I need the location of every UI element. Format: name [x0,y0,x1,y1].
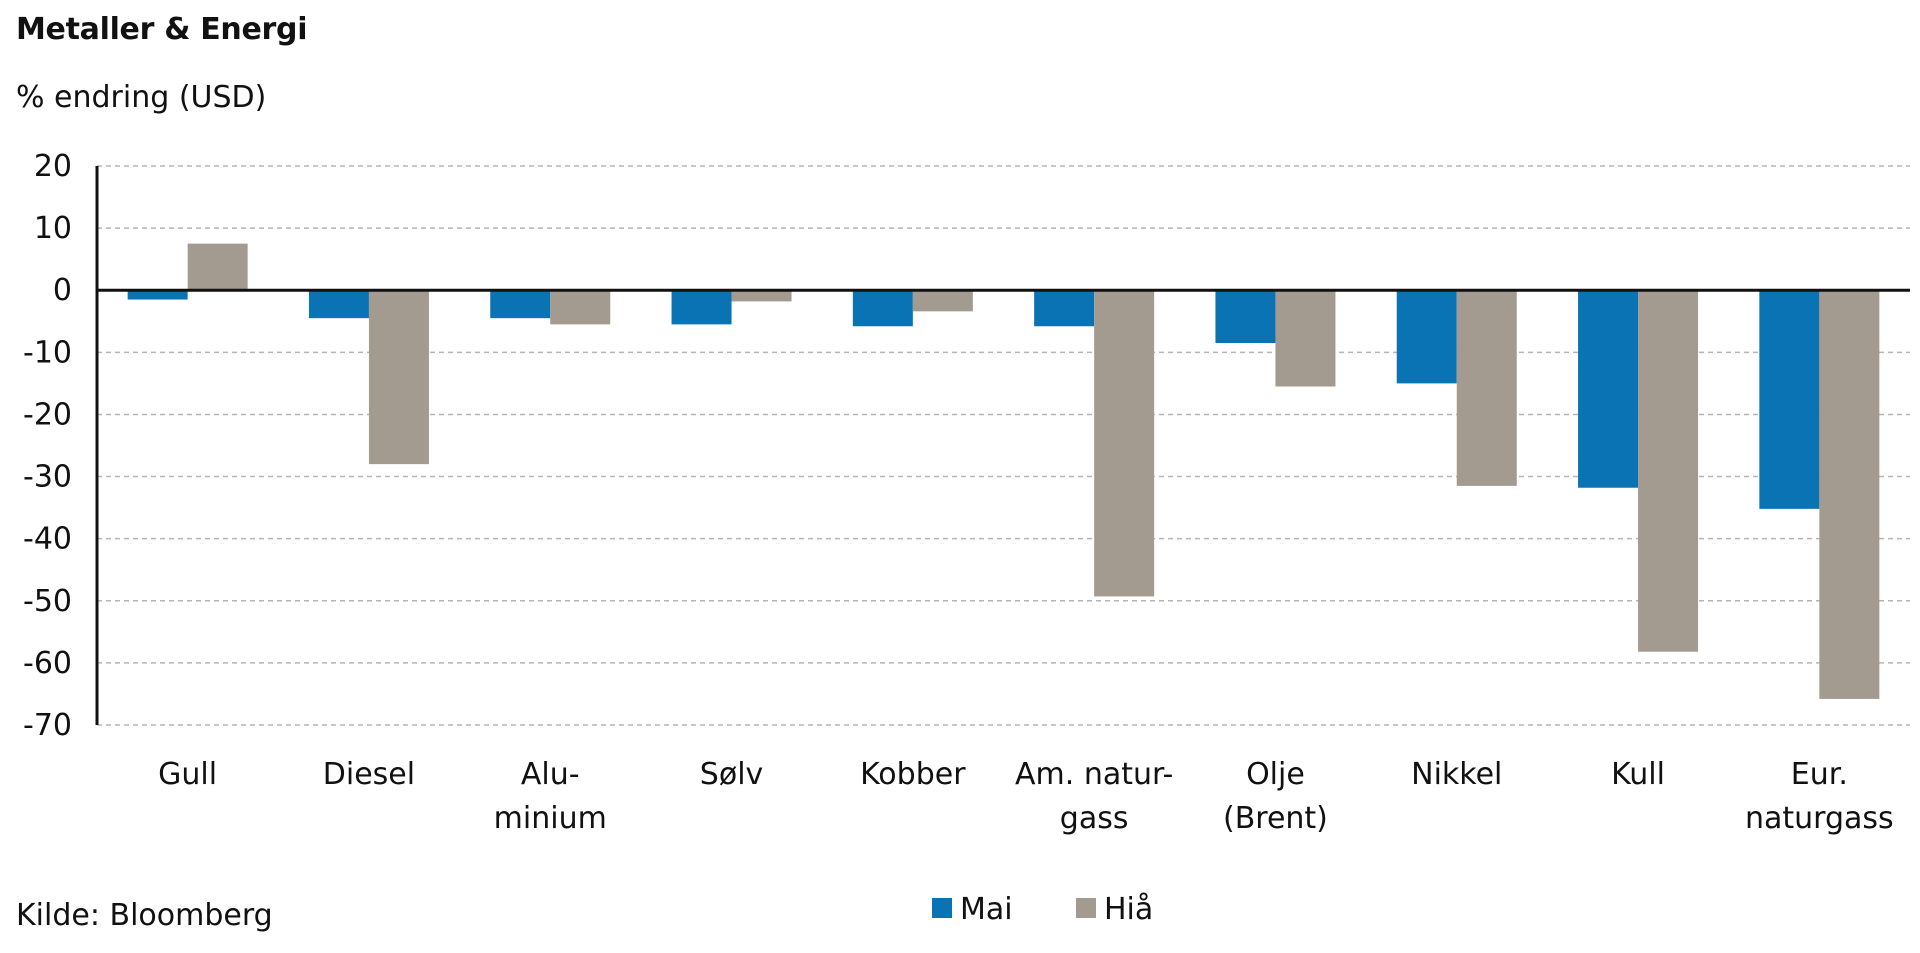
chart-title: Metaller & Energi [16,12,308,47]
y-tick-labels: 20 10 0 -10 -20 -30 -40 -50 -60 -70 [23,149,72,743]
legend-label-mai: Mai [960,892,1013,927]
bar-hiå-3 [731,290,792,302]
bar-mai-8 [1578,290,1639,488]
y-tick-label: 0 [53,273,72,308]
legend: Mai Hiå [932,892,1153,927]
x-category-label: Diesel [323,757,415,792]
bar-hiå-9 [1819,290,1880,699]
source-note: Kilde: Bloomberg [16,898,273,933]
x-category-label: minium [494,801,607,836]
x-category-label: gass [1060,801,1129,836]
x-category-label: Gull [158,757,217,792]
x-category-label: Am. natur- [1015,757,1173,792]
bar-hiå-4 [912,290,973,312]
bar-mai-5 [1034,290,1095,327]
y-tick-label: -60 [23,646,72,681]
y-tick-label: -50 [23,584,72,619]
y-tick-label: -20 [23,397,72,432]
bar-mai-7 [1396,290,1457,384]
bar-hiå-5 [1094,290,1155,597]
x-category-label: Kobber [860,757,966,792]
bar-hiå-8 [1638,290,1699,652]
x-category-label: Sølv [700,757,764,792]
legend-swatch-hiå [1076,898,1096,918]
bar-mai-1 [308,290,369,319]
y-tick-label: -10 [23,335,72,370]
bar-hiå-0 [187,243,248,291]
y-tick-label: 10 [34,211,72,246]
x-category-label: naturgass [1745,801,1894,836]
bar-hiå-6 [1275,290,1336,387]
x-category-label: (Brent) [1223,801,1328,836]
bar-hiå-7 [1456,290,1517,486]
legend-label-hiå: Hiå [1104,892,1153,927]
y-tick-label: -30 [23,460,72,495]
bar-mai-4 [852,290,913,327]
bar-hiå-1 [368,290,429,465]
x-category-label: Alu- [521,757,580,792]
bar-mai-0 [127,290,188,300]
bar-mai-9 [1759,290,1820,509]
legend-swatch-mai [932,898,952,918]
bar-hiå-2 [550,290,611,325]
x-category-label: Kull [1611,757,1665,792]
y-tick-label: -70 [23,708,72,743]
x-category-label: Nikkel [1411,757,1502,792]
x-category-labels: Gull Diesel Alu-minium Sølv Kobber Am. natur-… [158,757,1894,836]
bar-mai-3 [671,290,732,325]
y-tick-label: -40 [23,522,72,557]
bars [127,243,1880,699]
x-category-label: Olje [1246,757,1305,792]
axes [95,166,1910,725]
chart-subtitle: % endring (USD) [16,80,267,115]
x-category-label: Eur. [1791,757,1848,792]
y-tick-label: 20 [34,149,72,184]
bar-mai-2 [490,290,551,319]
bar-mai-6 [1215,290,1276,344]
